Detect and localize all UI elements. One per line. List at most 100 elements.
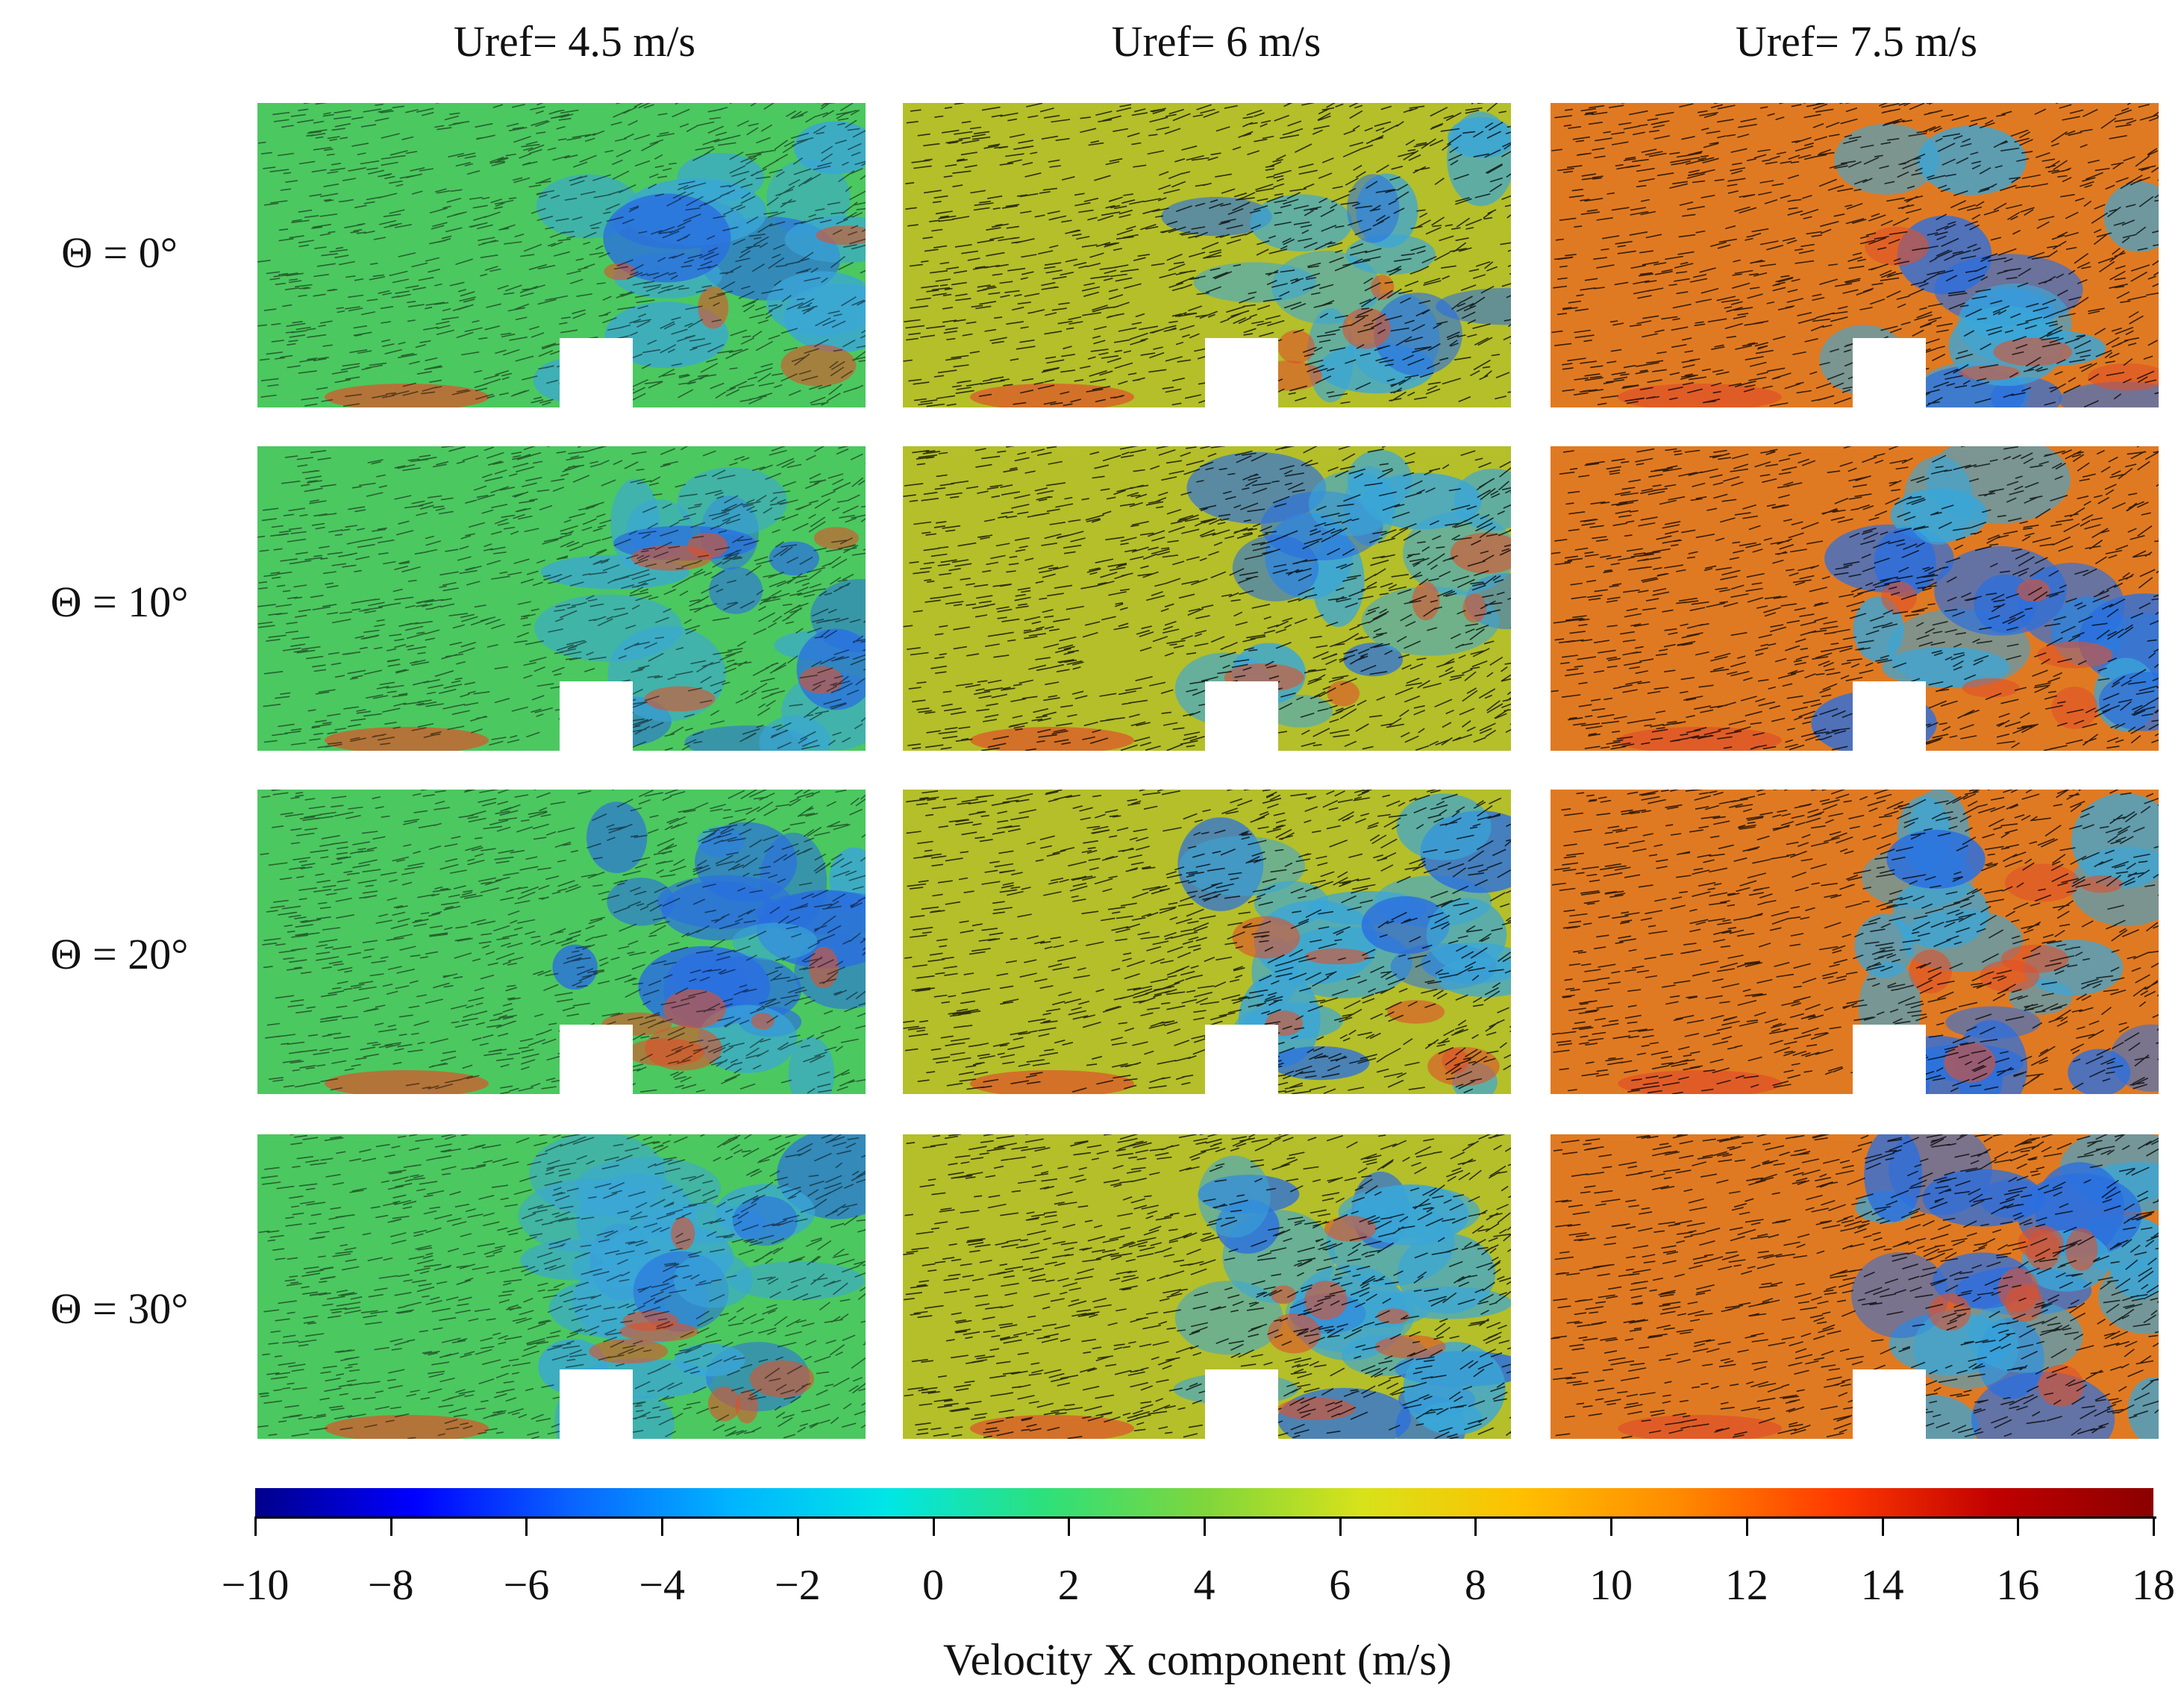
- wake-patch: [2098, 672, 2159, 731]
- jet-patch: [2037, 641, 2113, 669]
- jet-patch: [1962, 678, 2020, 698]
- row-label-theta-30: Θ = 30°: [50, 1284, 189, 1333]
- jet-patch: [2000, 944, 2069, 973]
- jet-patch: [2088, 363, 2159, 391]
- building-block: [560, 1369, 633, 1439]
- colorbar-tick: [1204, 1516, 1206, 1536]
- jet-patch: [1327, 681, 1359, 707]
- wake-patch: [1179, 836, 1306, 896]
- wake-patch: [677, 152, 765, 202]
- colorbar-tick: [1881, 1516, 1884, 1536]
- colorbar-tick: [1474, 1516, 1477, 1536]
- jet-patch: [1374, 1334, 1446, 1359]
- colorbar-tick-label: 6: [1329, 1560, 1351, 1609]
- wake-patch: [1853, 596, 1904, 662]
- jet-patch: [1865, 226, 1929, 266]
- wake-patch: [1383, 1287, 1511, 1319]
- colorbar-tick-label: 16: [1996, 1560, 2040, 1609]
- wake-patch: [2127, 1377, 2159, 1439]
- jet-patch: [698, 286, 729, 329]
- jet-patch: [622, 1310, 679, 1331]
- wake-patch: [732, 922, 818, 960]
- wake-patch: [674, 1343, 745, 1377]
- wake-patch: [604, 301, 729, 369]
- jet-patch: [1277, 330, 1315, 364]
- velocity-field: [1551, 1134, 2159, 1439]
- wake-patch: [1834, 123, 1939, 195]
- wake-patch: [586, 802, 648, 873]
- colorbar-tick: [389, 1516, 392, 1536]
- building-block: [1853, 1369, 1926, 1439]
- colorbar-tick: [525, 1516, 528, 1536]
- wake-patch: [1193, 262, 1316, 303]
- velocity-field: [1551, 446, 2159, 751]
- velocity-vectors: [257, 103, 866, 407]
- flow-panel: [1551, 446, 2159, 751]
- wake-patch: [2103, 181, 2159, 252]
- colorbar-tick-label: −6: [503, 1560, 550, 1609]
- velocity-field: [903, 103, 1511, 407]
- flow-panel: [257, 790, 866, 1094]
- colorbar-tick: [932, 1516, 935, 1536]
- jet-patch: [735, 1390, 758, 1424]
- flow-panel: [903, 790, 1511, 1094]
- jet-patch: [1377, 1308, 1410, 1325]
- wake-patch: [1917, 125, 2027, 196]
- wake-patch: [1174, 1281, 1283, 1355]
- wake-patch: [1886, 829, 1986, 889]
- wake-patch: [1267, 695, 1333, 728]
- building-block: [1205, 1369, 1278, 1439]
- colorbar-tick-label: 8: [1464, 1560, 1486, 1609]
- colorbar-tick: [2153, 1516, 2155, 1536]
- building-block: [560, 681, 633, 751]
- building-block: [1853, 338, 1926, 407]
- ground-jet: [325, 384, 489, 407]
- colorbar-tick-label: 12: [1724, 1560, 1768, 1609]
- velocity-vectors: [260, 790, 866, 1094]
- jet-patch: [751, 1013, 775, 1030]
- jet-patch: [1271, 1285, 1296, 1305]
- building-block: [1205, 1025, 1278, 1094]
- jet-patch: [1959, 365, 2021, 381]
- velocity-vectors: [903, 1134, 1511, 1439]
- colorbar: [255, 1488, 2153, 1518]
- colorbar-tick-label: −10: [221, 1560, 290, 1609]
- wake-patch: [1374, 293, 1462, 376]
- jet-patch: [799, 666, 843, 694]
- velocity-field: [903, 446, 1511, 751]
- wake-patch: [1343, 643, 1404, 677]
- colorbar-tick: [796, 1516, 799, 1536]
- row-label-theta-10: Θ = 10°: [50, 578, 189, 626]
- velocity-field: [257, 103, 866, 407]
- jet-patch: [780, 344, 857, 387]
- colorbar-tick-label: −8: [367, 1560, 414, 1609]
- flow-panel: [1551, 1134, 2159, 1439]
- building-block: [1205, 681, 1278, 751]
- flow-panel: [903, 103, 1511, 407]
- ground-jet: [1618, 384, 1782, 407]
- column-title-u45: Uref= 4.5 m/s: [453, 17, 696, 66]
- colorbar-tick: [1339, 1516, 1342, 1536]
- jet-patch: [1277, 1398, 1356, 1421]
- colorbar-tick-label: −2: [774, 1560, 821, 1609]
- velocity-field: [1551, 103, 2159, 407]
- jet-patch: [1304, 1281, 1348, 1320]
- jet-patch: [1997, 1267, 2039, 1313]
- wake-patch: [518, 1178, 663, 1254]
- building-block: [1853, 1025, 1926, 1094]
- velocity-field: [903, 1134, 1511, 1439]
- column-title-u6: Uref= 6 m/s: [1111, 17, 1321, 66]
- wake-patch: [677, 467, 788, 536]
- wake-patch: [520, 1240, 632, 1281]
- jet-patch: [2065, 1228, 2098, 1271]
- colorbar-title: Velocity X component (m/s): [943, 1635, 1452, 1684]
- jet-patch: [816, 225, 866, 246]
- wake-patch: [1403, 1342, 1506, 1436]
- jet-patch: [1928, 1293, 1971, 1331]
- column-title-u75: Uref= 7.5 m/s: [1735, 17, 1978, 66]
- jet-patch: [2017, 578, 2050, 602]
- jet-patch: [2026, 1229, 2061, 1270]
- wake-patch: [709, 566, 763, 614]
- building-block: [1205, 338, 1278, 407]
- velocity-field: [903, 790, 1511, 1094]
